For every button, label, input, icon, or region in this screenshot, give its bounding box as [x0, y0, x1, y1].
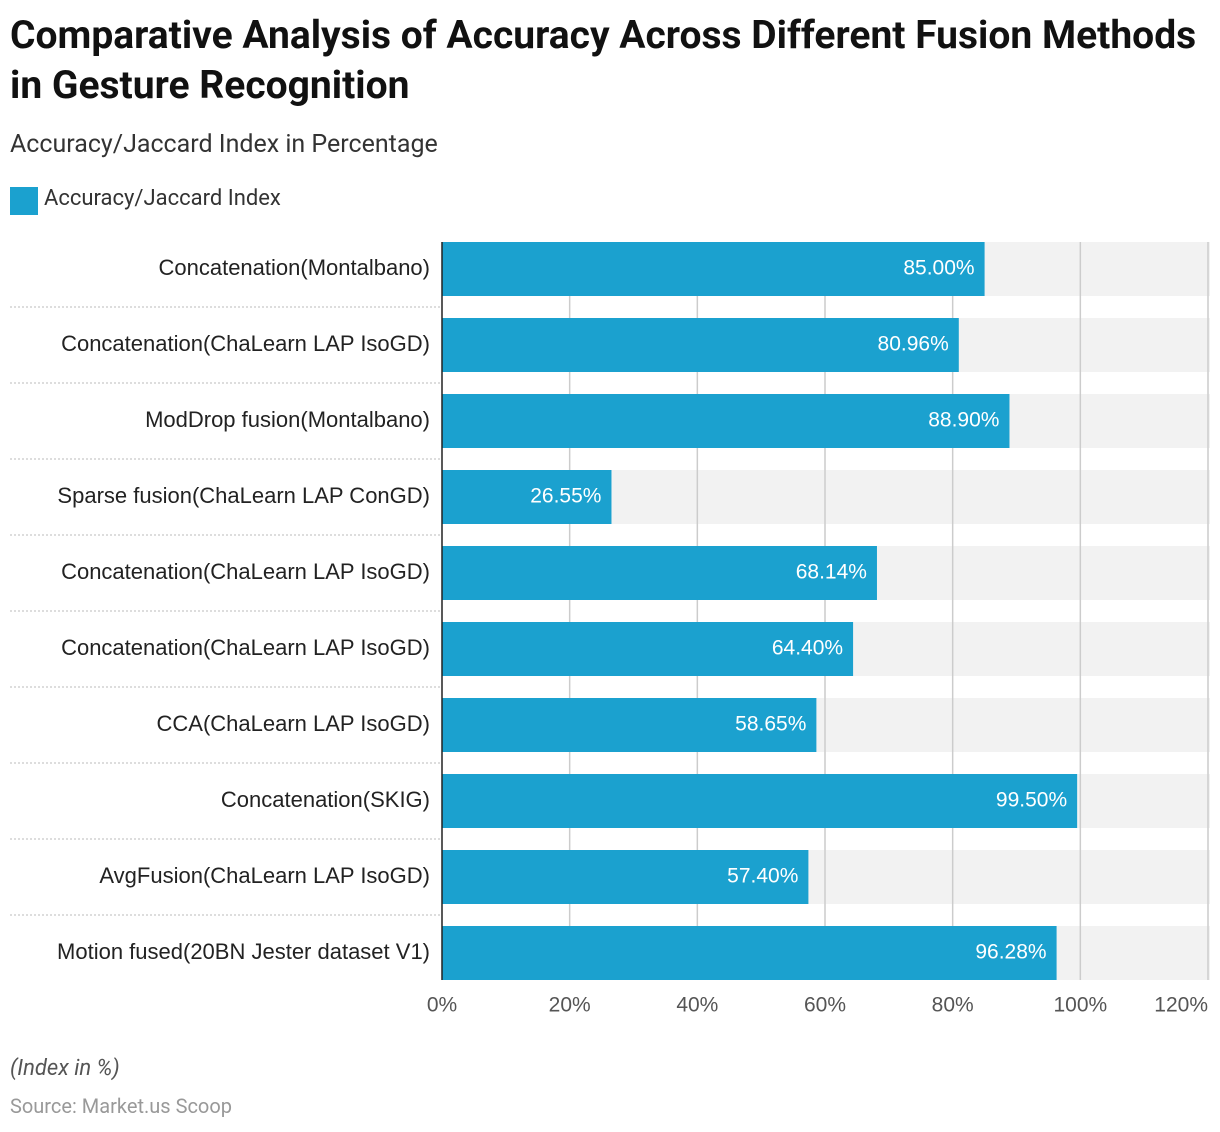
note: (Index in %) [10, 1056, 120, 1081]
bar [442, 774, 1078, 828]
legend-label: Accuracy/Jaccard Index [44, 186, 281, 211]
x-tick-label: 120% [1154, 994, 1208, 1017]
value-label: 57.40% [727, 865, 798, 888]
y-tick-label: Concatenation(ChaLearn LAP IsoGD) [61, 635, 430, 660]
value-label: 26.55% [530, 485, 601, 508]
bar [442, 470, 612, 524]
y-tick-label: AvgFusion(ChaLearn LAP IsoGD) [99, 863, 430, 888]
y-tick-label: Sparse fusion(ChaLearn LAP ConGD) [57, 483, 430, 508]
bar [442, 394, 1010, 448]
bar [442, 546, 877, 600]
x-tick-label: 0% [427, 994, 457, 1017]
y-tick-label: ModDrop fusion(Montalbano) [145, 407, 430, 432]
x-tick-label: 40% [676, 994, 718, 1017]
y-tick-label: Motion fused(20BN Jester dataset V1) [57, 939, 430, 964]
y-tick-label: Concatenation(ChaLearn LAP IsoGD) [61, 331, 430, 356]
bar [442, 318, 959, 372]
y-tick-label: Concatenation(Montalbano) [158, 255, 430, 280]
value-label: 80.96% [878, 333, 949, 356]
bar [442, 622, 854, 676]
value-label: 64.40% [772, 637, 843, 660]
y-tick-label: CCA(ChaLearn LAP IsoGD) [157, 711, 431, 736]
bar [442, 242, 985, 296]
value-label: 68.14% [796, 561, 867, 584]
y-tick-label: Concatenation(SKIG) [221, 787, 430, 812]
bar [442, 698, 817, 752]
source: Source: Market.us Scoop [10, 1094, 232, 1118]
x-tick-label: 60% [804, 994, 846, 1017]
bar [442, 926, 1057, 980]
x-tick-label: 80% [932, 994, 974, 1017]
legend-swatch [10, 187, 38, 215]
value-label: 85.00% [903, 257, 974, 280]
chart-title: Comparative Analysis of Accuracy Across … [10, 12, 1197, 108]
x-tick-label: 20% [549, 994, 591, 1017]
chart: 0% 20% 40% 60% 80% 100% 120% Concatenation(Mont… [10, 242, 1210, 1017]
y-tick-label: Concatenation(ChaLearn LAP IsoGD) [61, 559, 430, 584]
value-label: 99.50% [996, 789, 1067, 812]
bar [442, 850, 809, 904]
x-tick-label: 100% [1053, 994, 1107, 1017]
value-label: 96.28% [975, 941, 1046, 964]
chart-subtitle: Accuracy/Jaccard Index in Percentage [10, 130, 438, 159]
value-label: 58.65% [735, 713, 806, 736]
value-label: 88.90% [928, 409, 999, 432]
